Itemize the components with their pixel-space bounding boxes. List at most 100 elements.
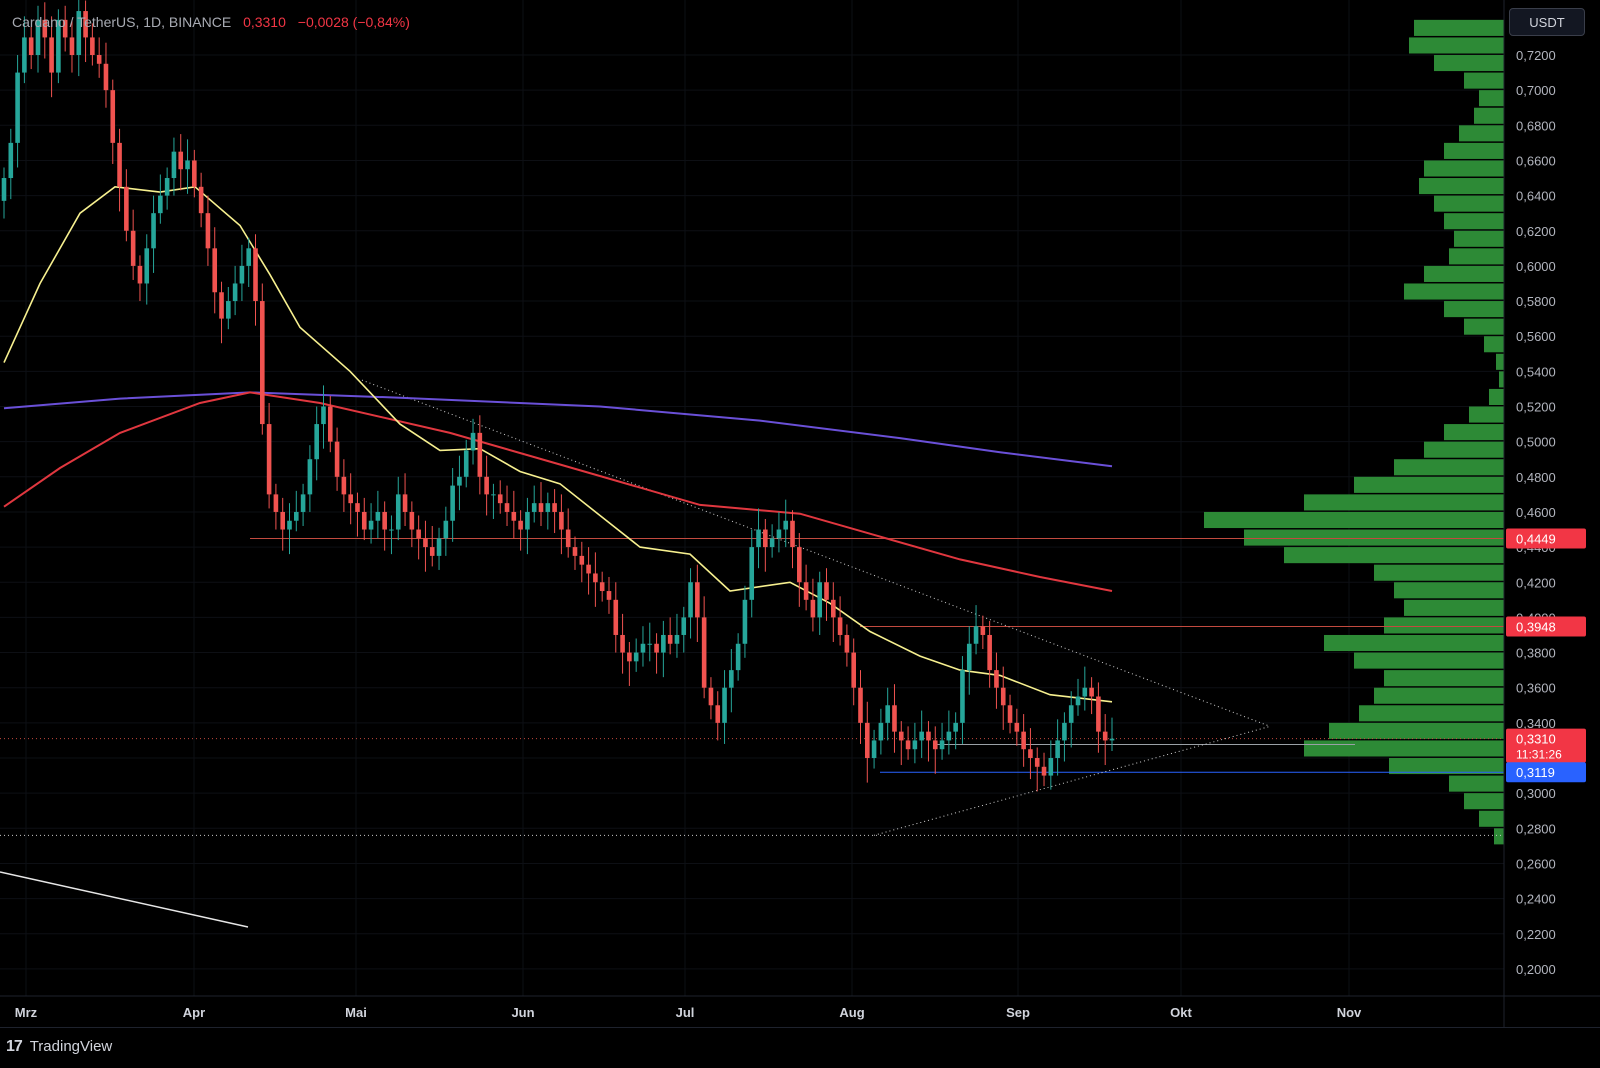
y-tick-label: 0,2600 <box>1516 856 1556 871</box>
candles <box>1 0 1115 792</box>
candle-body <box>586 564 591 574</box>
volume-profile-bar <box>1454 230 1504 247</box>
currency-button[interactable]: USDT <box>1509 8 1585 36</box>
candle-body <box>504 503 510 512</box>
price-label-box <box>1506 528 1586 549</box>
y-tick-label: 0,3000 <box>1516 786 1556 801</box>
x-tick-label: Jul <box>676 1005 695 1020</box>
price-change: −0,0028 (−0,84%) <box>297 14 410 30</box>
candle-body <box>966 643 972 671</box>
candle-body <box>973 626 979 644</box>
candle-body <box>375 511 381 521</box>
candle-body <box>260 301 265 425</box>
volume-profile-bar <box>1424 441 1504 458</box>
x-tick-label: Jun <box>511 1005 534 1020</box>
candle-body <box>946 731 952 741</box>
candle-body <box>15 72 20 143</box>
candle-body <box>817 582 823 618</box>
candle-body <box>1082 687 1088 697</box>
candle-body <box>769 538 775 548</box>
candle-body <box>416 529 421 539</box>
volume-profile-bar <box>1444 213 1504 230</box>
candle-body <box>205 213 211 249</box>
x-tick-label: Mai <box>345 1005 367 1020</box>
candle-body <box>253 248 258 302</box>
y-tick-label: 0,2800 <box>1516 821 1556 836</box>
volume-profile-bar <box>1444 424 1504 441</box>
volume-profile-bar <box>1394 582 1504 599</box>
price-label-value: 0,4449 <box>1516 531 1556 546</box>
candle-body <box>389 529 394 531</box>
candle-body <box>939 740 945 750</box>
sma-50-line <box>3 185 1113 703</box>
candle-body <box>144 248 150 284</box>
candle-body <box>76 11 82 55</box>
price-label-box <box>1506 616 1586 637</box>
candle-body <box>239 265 245 284</box>
x-tick-label: Okt <box>1170 1005 1192 1020</box>
volume-profile-bar <box>1304 740 1504 757</box>
volume-profile-bar <box>1444 301 1504 318</box>
candle-body <box>266 424 272 495</box>
candle-body <box>620 634 625 653</box>
candle-body <box>695 582 700 618</box>
volume-profile-bar <box>1389 758 1504 775</box>
candle-body <box>457 476 462 486</box>
candle-body <box>797 547 802 583</box>
candle-body <box>864 722 870 758</box>
price-label-box <box>1506 728 1586 763</box>
candle-body <box>905 740 911 750</box>
candle-body <box>681 617 687 635</box>
candle-body <box>640 643 646 653</box>
candle-body <box>1102 731 1108 741</box>
y-tick-label: 0,5000 <box>1516 435 1556 450</box>
volume-profile-bar <box>1464 72 1504 89</box>
candle-body <box>232 283 238 302</box>
candle-body <box>525 511 530 530</box>
y-tick-label: 0,7200 <box>1516 48 1556 63</box>
candle-body <box>219 292 224 319</box>
candle-body <box>1109 738 1115 741</box>
candle-body <box>287 520 292 530</box>
candle-body <box>300 494 306 512</box>
candle-body <box>273 494 279 512</box>
footer-bar: 17 TradingView <box>0 1027 1600 1068</box>
candle-body <box>1062 722 1067 741</box>
candle-body <box>226 301 231 319</box>
candle-body <box>919 731 924 741</box>
candle-body <box>613 599 619 635</box>
candle-body <box>1034 758 1040 767</box>
volume-profile-bar <box>1374 687 1504 704</box>
candle-body <box>708 687 714 706</box>
candle-body <box>912 740 918 750</box>
candle-body <box>355 503 360 512</box>
candle-body <box>763 529 768 548</box>
candle-body <box>137 265 143 284</box>
candle-body <box>1075 696 1081 706</box>
candle-body <box>1096 696 1101 732</box>
x-tick-label: Sep <box>1006 1005 1030 1020</box>
price-axis[interactable]: 0,7200 0,7000 0,6800 0,6600 0,6400 0,6200 0,60… <box>1516 48 1556 977</box>
symbol-header: Cardano / TetherUS, 1D, BINANCE 0,3310 −… <box>12 14 410 30</box>
y-tick-label: 0,3600 <box>1516 681 1556 696</box>
grid <box>0 0 1504 996</box>
tradingview-logo[interactable]: 17 TradingView <box>6 1038 112 1056</box>
y-tick-label: 0,4800 <box>1516 470 1556 485</box>
x-tick-label: Mrz <box>15 1005 38 1020</box>
candle-body <box>572 547 578 556</box>
candle-body <box>511 511 517 521</box>
time-axis[interactable]: Mrz Apr Mai Jun Jul Aug Sep Okt Nov <box>15 1005 1362 1020</box>
candle-body <box>545 503 551 512</box>
candle-body <box>164 178 170 196</box>
candle-body <box>994 670 999 688</box>
price-label-value: 0,3310 <box>1516 732 1556 747</box>
trendlines <box>0 379 1271 928</box>
candle-body <box>443 520 449 539</box>
volume-profile-bar <box>1449 775 1504 792</box>
white-line <box>0 871 249 928</box>
volume-profile-bar <box>1354 652 1504 669</box>
candle-body <box>803 582 809 600</box>
candle-body <box>858 687 863 723</box>
